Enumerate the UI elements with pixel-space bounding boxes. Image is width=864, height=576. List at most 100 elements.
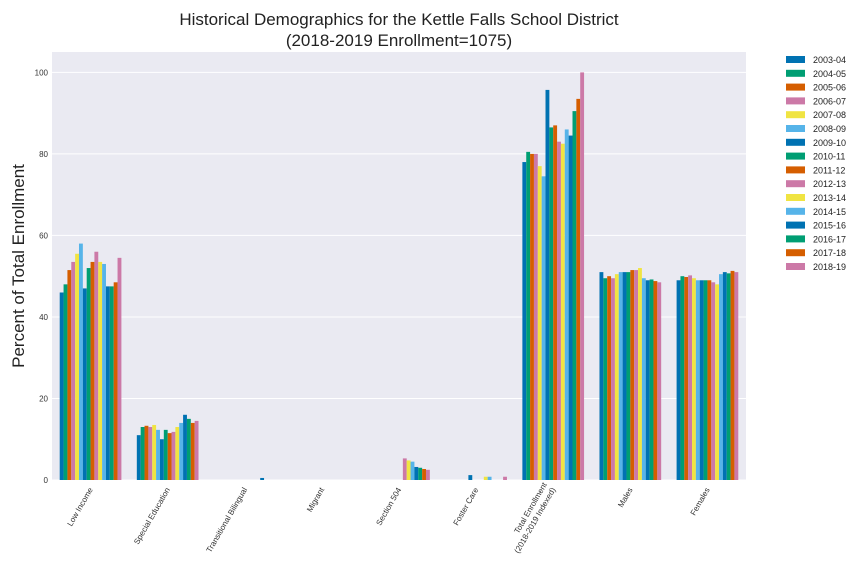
legend-swatch bbox=[786, 152, 805, 160]
bar bbox=[75, 253, 79, 480]
legend-label: 2013-14 bbox=[813, 193, 846, 203]
legend-label: 2015-16 bbox=[813, 221, 846, 231]
legend-label: 2011-12 bbox=[813, 165, 845, 175]
bar bbox=[144, 425, 149, 480]
legend-label: 2016-17 bbox=[813, 234, 846, 244]
legend-swatch bbox=[786, 166, 805, 174]
bar bbox=[260, 477, 265, 480]
bar bbox=[549, 127, 554, 481]
legend-label: 2010-11 bbox=[813, 152, 845, 162]
legend-swatch bbox=[786, 69, 805, 77]
bar bbox=[194, 420, 199, 480]
bar bbox=[692, 278, 696, 480]
bar bbox=[483, 476, 488, 480]
bar bbox=[541, 176, 546, 481]
bar bbox=[422, 468, 426, 480]
bar bbox=[136, 435, 141, 480]
legend-label: 2003-04 bbox=[813, 55, 846, 65]
bar bbox=[98, 261, 103, 480]
y-tick-label: 60 bbox=[39, 231, 48, 240]
x-tick-label: Males bbox=[616, 486, 634, 509]
x-tick-label-group: Transitional Bilingual bbox=[205, 486, 250, 554]
bar bbox=[707, 280, 712, 480]
bar bbox=[152, 424, 157, 480]
x-tick-label: Section 504 bbox=[374, 486, 403, 528]
x-tick-label-group: Females bbox=[689, 486, 712, 517]
bar bbox=[530, 153, 534, 480]
bars bbox=[59, 72, 739, 481]
x-tick-label: Migrant bbox=[305, 485, 327, 513]
legend-label: 2006-07 bbox=[813, 96, 846, 106]
bar bbox=[140, 427, 145, 480]
bar bbox=[684, 277, 689, 480]
bar bbox=[634, 270, 639, 480]
bar bbox=[67, 270, 72, 480]
y-tick-label: 80 bbox=[39, 150, 48, 159]
bar bbox=[105, 286, 110, 480]
bar bbox=[607, 276, 612, 480]
legend-label: 2014-15 bbox=[813, 207, 846, 217]
legend-swatch bbox=[786, 125, 805, 132]
bar bbox=[568, 135, 573, 481]
bar bbox=[699, 280, 704, 480]
x-tick-label: Foster Care bbox=[452, 486, 481, 528]
y-axis: 0 20 40 60 80 100 bbox=[35, 68, 49, 485]
legend-label: 2018-19 bbox=[813, 262, 846, 272]
bar bbox=[649, 279, 654, 480]
legend-swatch bbox=[786, 138, 805, 146]
bar bbox=[722, 272, 727, 480]
bar bbox=[599, 272, 604, 480]
bar bbox=[487, 476, 492, 480]
bar bbox=[618, 272, 623, 480]
x-tick-label-group: Total Enrollment(2018-2019 Indexed) bbox=[512, 480, 557, 555]
x-tick-label-group: Special Education bbox=[132, 486, 172, 546]
bar bbox=[680, 276, 685, 480]
legend-swatch bbox=[786, 194, 805, 201]
bar bbox=[175, 427, 180, 480]
bar bbox=[78, 243, 83, 480]
bar bbox=[167, 433, 172, 480]
bar bbox=[611, 278, 615, 480]
legend-label: 2007-08 bbox=[813, 110, 846, 120]
bar bbox=[553, 125, 558, 480]
legend-label: 2005-06 bbox=[813, 83, 846, 93]
x-tick-label-group: Low Income bbox=[66, 486, 96, 528]
legend-swatch bbox=[786, 263, 805, 270]
chart-title-line-2: (2018-2019 Enrollment=1075) bbox=[286, 31, 512, 50]
bar bbox=[183, 414, 187, 480]
bar bbox=[703, 280, 708, 480]
bar bbox=[109, 286, 114, 480]
chart-title-line-1: Historical Demographics for the Kettle F… bbox=[179, 10, 619, 29]
bar bbox=[522, 162, 527, 481]
bar bbox=[719, 274, 723, 480]
bar bbox=[406, 460, 411, 480]
bar bbox=[86, 268, 91, 480]
bar bbox=[414, 466, 419, 480]
bar bbox=[626, 272, 631, 480]
y-axis-label: Percent of Total Enrollment bbox=[9, 164, 28, 368]
x-tick-label: Transitional Bilingual bbox=[205, 486, 250, 554]
bar bbox=[653, 281, 658, 480]
bar bbox=[179, 422, 184, 480]
bar bbox=[622, 272, 627, 480]
y-tick-label: 40 bbox=[39, 313, 48, 322]
bar bbox=[533, 153, 538, 480]
bar bbox=[630, 270, 635, 480]
legend-swatch bbox=[786, 97, 805, 105]
legend-label: 2004-05 bbox=[813, 69, 846, 79]
bar bbox=[82, 288, 87, 480]
bar bbox=[503, 476, 507, 480]
x-axis: Low Income Special Education Transitional … bbox=[66, 480, 712, 555]
legend-swatch bbox=[786, 221, 805, 229]
bar bbox=[425, 469, 430, 480]
bar bbox=[71, 261, 76, 480]
x-tick-label-group: Foster Care bbox=[452, 486, 481, 528]
bar bbox=[410, 461, 415, 480]
bar bbox=[576, 98, 581, 480]
bar bbox=[402, 458, 407, 480]
legend: 2003-04 2004-05 2005-06 2006-07 2007-08 2008-… bbox=[786, 55, 846, 272]
legend-swatch bbox=[786, 180, 805, 188]
bar bbox=[418, 467, 423, 480]
bar bbox=[117, 257, 122, 480]
